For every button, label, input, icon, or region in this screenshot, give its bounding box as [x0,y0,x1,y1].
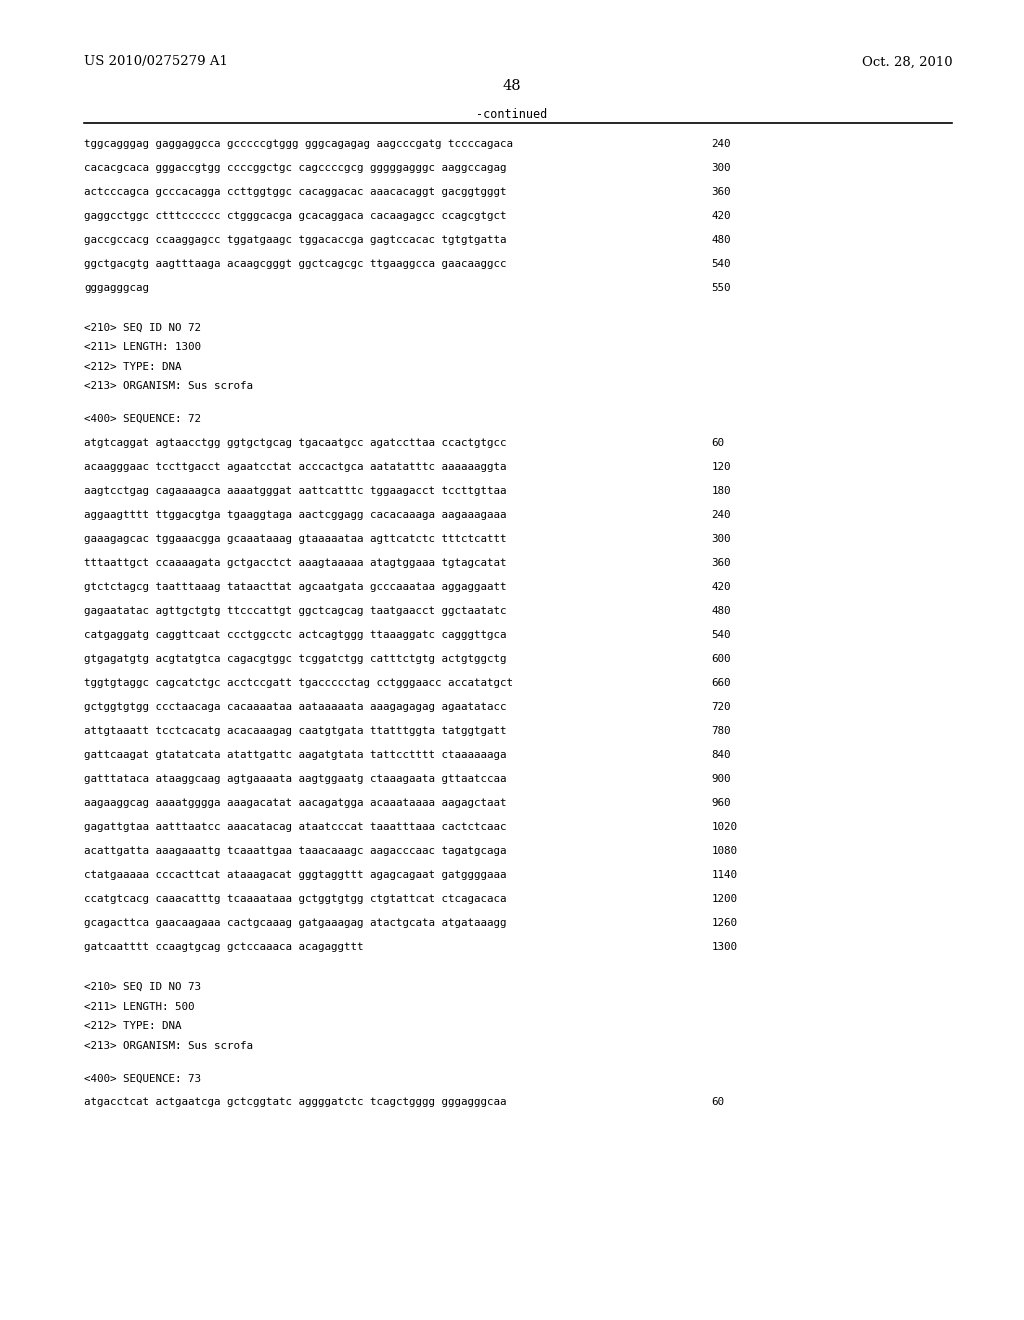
Text: attgtaaatt tcctcacatg acacaaagag caatgtgata ttatttggta tatggtgatt: attgtaaatt tcctcacatg acacaaagag caatgtg… [84,726,507,737]
Text: 1140: 1140 [712,870,737,880]
Text: <212> TYPE: DNA: <212> TYPE: DNA [84,362,181,372]
Text: 120: 120 [712,462,731,471]
Text: 420: 420 [712,582,731,591]
Text: <212> TYPE: DNA: <212> TYPE: DNA [84,1022,181,1031]
Text: gcagacttca gaacaagaaa cactgcaaag gatgaaagag atactgcata atgataaagg: gcagacttca gaacaagaaa cactgcaaag gatgaaa… [84,919,507,928]
Text: 840: 840 [712,750,731,760]
Text: 780: 780 [712,726,731,737]
Text: 300: 300 [712,533,731,544]
Text: <213> ORGANISM: Sus scrofa: <213> ORGANISM: Sus scrofa [84,1040,253,1051]
Text: <210> SEQ ID NO 73: <210> SEQ ID NO 73 [84,982,201,993]
Text: 1080: 1080 [712,846,737,857]
Text: <211> LENGTH: 500: <211> LENGTH: 500 [84,1002,195,1011]
Text: gctggtgtgg ccctaacaga cacaaaataa aataaaaata aaagagagag agaatatacc: gctggtgtgg ccctaacaga cacaaaataa aataaaa… [84,702,507,711]
Text: acattgatta aaagaaattg tcaaattgaa taaacaaagc aagacccaac tagatgcaga: acattgatta aaagaaattg tcaaattgaa taaacaa… [84,846,507,857]
Text: 960: 960 [712,799,731,808]
Text: 48: 48 [503,79,521,94]
Text: atgacctcat actgaatcga gctcggtatc aggggatctc tcagctgggg gggagggcaa: atgacctcat actgaatcga gctcggtatc aggggat… [84,1097,507,1107]
Text: actcccagca gcccacagga ccttggtggc cacaggacac aaacacaggt gacggtgggt: actcccagca gcccacagga ccttggtggc cacagga… [84,186,507,197]
Text: gaggcctggc ctttcccccc ctgggcacga gcacaggaca cacaagagcc ccagcgtgct: gaggcctggc ctttcccccc ctgggcacga gcacagg… [84,211,507,220]
Text: aagaaggcag aaaatgggga aaagacatat aacagatgga acaaataaaa aagagctaat: aagaaggcag aaaatgggga aaagacatat aacagat… [84,799,507,808]
Text: gatttataca ataaggcaag agtgaaaata aagtggaatg ctaaagaata gttaatccaa: gatttataca ataaggcaag agtgaaaata aagtgga… [84,774,507,784]
Text: ggctgacgtg aagtttaaga acaagcgggt ggctcagcgc ttgaaggcca gaacaaggcc: ggctgacgtg aagtttaaga acaagcgggt ggctcag… [84,259,507,269]
Text: ctatgaaaaa cccacttcat ataaagacat gggtaggttt agagcagaat gatggggaaa: ctatgaaaaa cccacttcat ataaagacat gggtagg… [84,870,507,880]
Text: <211> LENGTH: 1300: <211> LENGTH: 1300 [84,342,201,352]
Text: 240: 240 [712,510,731,520]
Text: 360: 360 [712,558,731,568]
Text: gagattgtaa aatttaatcc aaacatacag ataatcccat taaatttaaa cactctcaac: gagattgtaa aatttaatcc aaacatacag ataatcc… [84,822,507,832]
Text: 480: 480 [712,606,731,616]
Text: gaccgccacg ccaaggagcc tggatgaagc tggacaccga gagtccacac tgtgtgatta: gaccgccacg ccaaggagcc tggatgaagc tggacac… [84,235,507,244]
Text: 600: 600 [712,653,731,664]
Text: <400> SEQUENCE: 73: <400> SEQUENCE: 73 [84,1073,201,1084]
Text: 240: 240 [712,139,731,149]
Text: 480: 480 [712,235,731,244]
Text: 420: 420 [712,211,731,220]
Text: 1200: 1200 [712,894,737,904]
Text: <210> SEQ ID NO 72: <210> SEQ ID NO 72 [84,322,201,333]
Text: aagtcctgag cagaaaagca aaaatgggat aattcatttc tggaagacct tccttgttaa: aagtcctgag cagaaaagca aaaatgggat aattcat… [84,486,507,496]
Text: gatcaatttt ccaagtgcag gctccaaaca acagaggttt: gatcaatttt ccaagtgcag gctccaaaca acagagg… [84,942,364,952]
Text: 60: 60 [712,1097,725,1107]
Text: 1020: 1020 [712,822,737,832]
Text: 60: 60 [712,438,725,447]
Text: 900: 900 [712,774,731,784]
Text: 720: 720 [712,702,731,711]
Text: US 2010/0275279 A1: US 2010/0275279 A1 [84,55,228,69]
Text: acaagggaac tccttgacct agaatcctat acccactgca aatatatttc aaaaaaggta: acaagggaac tccttgacct agaatcctat acccact… [84,462,507,471]
Text: Oct. 28, 2010: Oct. 28, 2010 [861,55,952,69]
Text: ccatgtcacg caaacatttg tcaaaataaa gctggtgtgg ctgtattcat ctcagacaca: ccatgtcacg caaacatttg tcaaaataaa gctggtg… [84,894,507,904]
Text: cacacgcaca gggaccgtgg ccccggctgc cagccccgcg gggggagggc aaggccagag: cacacgcaca gggaccgtgg ccccggctgc cagcccc… [84,162,507,173]
Text: gagaatatac agttgctgtg ttcccattgt ggctcagcag taatgaacct ggctaatatc: gagaatatac agttgctgtg ttcccattgt ggctcag… [84,606,507,616]
Text: tggtgtaggc cagcatctgc acctccgatt tgaccccctag cctgggaacc accatatgct: tggtgtaggc cagcatctgc acctccgatt tgacccc… [84,678,513,688]
Text: atgtcaggat agtaacctgg ggtgctgcag tgacaatgcc agatccttaa ccactgtgcc: atgtcaggat agtaacctgg ggtgctgcag tgacaat… [84,438,507,447]
Text: 360: 360 [712,186,731,197]
Text: gaaagagcac tggaaacgga gcaaataaag gtaaaaataa agttcatctc tttctcattt: gaaagagcac tggaaacgga gcaaataaag gtaaaaa… [84,533,507,544]
Text: 550: 550 [712,282,731,293]
Text: gggagggcag: gggagggcag [84,282,148,293]
Text: aggaagtttt ttggacgtga tgaaggtaga aactcggagg cacacaaaga aagaaagaaa: aggaagtttt ttggacgtga tgaaggtaga aactcgg… [84,510,507,520]
Text: tggcagggag gaggaggcca gcccccgtggg gggcagagag aagcccgatg tccccagaca: tggcagggag gaggaggcca gcccccgtggg gggcag… [84,139,513,149]
Text: gtgagatgtg acgtatgtca cagacgtggc tcggatctgg catttctgtg actgtggctg: gtgagatgtg acgtatgtca cagacgtggc tcggatc… [84,653,507,664]
Text: 540: 540 [712,630,731,640]
Text: 1260: 1260 [712,919,737,928]
Text: gattcaagat gtatatcata atattgattc aagatgtata tattcctttt ctaaaaaaga: gattcaagat gtatatcata atattgattc aagatgt… [84,750,507,760]
Text: <213> ORGANISM: Sus scrofa: <213> ORGANISM: Sus scrofa [84,381,253,391]
Text: 180: 180 [712,486,731,496]
Text: tttaattgct ccaaaagata gctgacctct aaagtaaaaa atagtggaaa tgtagcatat: tttaattgct ccaaaagata gctgacctct aaagtaa… [84,558,507,568]
Text: gtctctagcg taatttaaag tataacttat agcaatgata gcccaaataa aggaggaatt: gtctctagcg taatttaaag tataacttat agcaatg… [84,582,507,591]
Text: <400> SEQUENCE: 72: <400> SEQUENCE: 72 [84,414,201,424]
Text: -continued: -continued [476,108,548,121]
Text: 1300: 1300 [712,942,737,952]
Text: 540: 540 [712,259,731,269]
Text: 660: 660 [712,678,731,688]
Text: catgaggatg caggttcaat ccctggcctc actcagtggg ttaaaggatc cagggttgca: catgaggatg caggttcaat ccctggcctc actcagt… [84,630,507,640]
Text: 300: 300 [712,162,731,173]
